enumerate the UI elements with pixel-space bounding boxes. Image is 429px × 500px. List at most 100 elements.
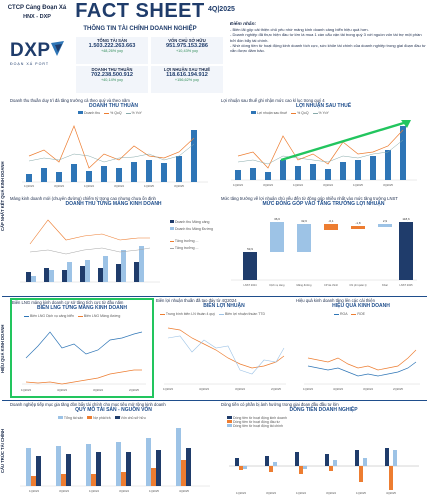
roa-roe-chart: 1Q2023 4Q2023 3Q2024 2Q2025	[303, 349, 420, 391]
chart-title: DÒNG TIỀN DOANH NGHIỆP	[289, 407, 358, 413]
legend-label: Biên LNG Mảng đường	[83, 314, 121, 318]
svg-text:3Q2023: 3Q2023	[54, 184, 64, 188]
legend-swatch	[170, 227, 174, 230]
capital-chart: 1Q2023 3Q2023 1Q2024 3Q2024 1Q2025 4Q2025	[20, 428, 210, 493]
legend-label: Dòng tiền từ hoạt động đầu tư	[232, 420, 280, 424]
svg-text:2Q2025: 2Q2025	[393, 387, 403, 391]
efficiency-card: Hiệu quả kinh doanh tăng lên các cải thi…	[296, 298, 426, 398]
legend-label: Tăng trưởng ...	[174, 239, 199, 243]
logo-text: DXP	[10, 40, 51, 61]
section-label-structure: CẤU TRÚC TÀI CHÍNH	[0, 428, 5, 474]
legend-swatch	[227, 420, 232, 423]
logo-sub: ĐOẠN XÁ PORT	[10, 62, 50, 66]
svg-text:1Q2025: 1Q2025	[149, 489, 159, 493]
page-subtitle: THÔNG TIN TÀI CHÍNH DOANH NGHIỆP	[83, 26, 197, 32]
legend-label: Lợi nhuận sau thuế	[256, 111, 288, 115]
kpi-change: +48,26% yoy	[100, 49, 124, 53]
contrib-value: 118,6	[402, 217, 410, 221]
svg-text:1Q2025: 1Q2025	[144, 184, 154, 188]
legend-swatch	[160, 313, 165, 315]
legend-swatch	[58, 416, 63, 419]
section-divider	[2, 296, 427, 297]
legend-swatch	[251, 111, 256, 114]
contrib-value: -6,1	[328, 219, 334, 223]
legend-swatch	[114, 416, 120, 419]
svg-text:3Q2023: 3Q2023	[266, 491, 276, 495]
legend-swatch	[219, 313, 225, 315]
kpi-equity: VỐN CHỦ SỞ HỮU 951.975.153.286 +10,43% y…	[151, 37, 223, 64]
highlights-title: Điểm nhấn:	[230, 22, 257, 27]
kpi-value: 951.975.153.286	[166, 43, 208, 49]
svg-text:3Q2023: 3Q2023	[59, 489, 69, 493]
svg-text:3Q2024: 3Q2024	[363, 387, 373, 391]
chart-legend: Biên LNG Dịch vụ cảng biển Biên LNG Mảng…	[24, 314, 120, 318]
legend-label: % YoY	[131, 111, 142, 115]
legend-label: Dòng tiền từ hoạt động kinh doanh	[232, 416, 287, 420]
chart-title: BIÊN LNG TỪNG MẢNG KINH DOANH	[37, 305, 127, 311]
chart-legend: Doanh thu Mảng cảng Doanh thu Mảng Đường…	[170, 220, 216, 250]
contrib-value: 53,9	[247, 247, 253, 251]
svg-text:3Q2025: 3Q2025	[383, 183, 393, 187]
svg-text:1Q2025: 1Q2025	[356, 491, 366, 495]
cashflow-card: Dòng tiền có phần bị ảnh hưởng trong gia…	[221, 402, 426, 498]
kpi-total-assets: TỔNG TÀI SẢN 1.503.222.263.663 +48,26% y…	[76, 37, 148, 64]
svg-text:3Q2025: 3Q2025	[174, 184, 184, 188]
kpi-value: 1.503.222.263.663	[88, 43, 136, 49]
contrib-label: Khác	[382, 283, 389, 287]
period: 4Q|2025	[208, 6, 235, 13]
legend-swatch	[87, 416, 93, 419]
svg-text:1Q2023: 1Q2023	[163, 387, 173, 391]
card-caption: Hiệu quả kinh doanh tăng lên các cải thi…	[296, 298, 375, 303]
legend-swatch	[77, 315, 83, 317]
page-title: FACT SHEET	[75, 0, 205, 22]
svg-text:1Q2024: 1Q2024	[89, 489, 99, 493]
chart-legend: Tổng tài sản Nợ phải trả Vốn chủ sở hữu	[58, 416, 146, 420]
svg-text:1Q2024: 1Q2024	[296, 491, 306, 495]
svg-text:4Q2023: 4Q2023	[57, 388, 67, 392]
segment-margin-chart: 1Q2023 4Q2023 3Q2024 2Q2025	[21, 331, 146, 392]
highlights-box: Điểm nhấn: - Biên lãi gộp cải thiện chủ …	[230, 22, 426, 92]
card-caption: Mảng kinh doanh mới (chuyên đường) chiếm…	[10, 196, 156, 201]
trend-arrow-head	[401, 120, 411, 128]
svg-text:1Q2023: 1Q2023	[236, 491, 246, 495]
legend-swatch	[334, 313, 339, 315]
svg-text:3Q2024: 3Q2024	[326, 491, 336, 495]
section-divider	[2, 400, 427, 401]
kpi-value: 118.616.194.912	[166, 72, 208, 78]
section-label-efficiency: HIỆU QUẢ KINH DOANH	[0, 324, 5, 374]
svg-text:3Q2024: 3Q2024	[323, 183, 333, 187]
revenue-chart: 1Q2023 3Q2023 1Q2024 3Q2024 1Q2025 3Q2025	[22, 125, 208, 188]
contribution-card: Mức tăng trưởng về lợi nhuận chủ yếu đến…	[221, 196, 426, 294]
chart-title: HIỆU QUẢ KINH DOANH	[332, 303, 390, 309]
contrib-label: LNST 2024	[243, 283, 257, 287]
kpi-revenue: DOANH THU THUẦN 702.238.500.912 +40,14% …	[76, 66, 148, 93]
chart-title: DOANH THU THUẦN	[89, 103, 138, 109]
chart-title: QUY MÔ TÀI SẢN - NGUỒN VỐN	[75, 407, 152, 413]
legend-label: Nợ phải trả	[93, 416, 111, 420]
legend-label: ROE	[357, 312, 365, 316]
svg-text:2Q2025: 2Q2025	[129, 388, 139, 392]
svg-text:1Q2023: 1Q2023	[303, 387, 313, 391]
card-caption: Biên lợi nhuận thuần đã tạo đáy từ 4Q202…	[156, 298, 237, 303]
cashflow-chart: 1Q2023 3Q2023 1Q2024 3Q2024 1Q2025 4Q2025	[229, 448, 419, 495]
card-caption: Doanh nghiệp tiếp mục gia tăng đòn bẩy t…	[10, 402, 166, 407]
contrib-value: -1,8	[355, 221, 361, 225]
chart-legend: ROA ROE	[334, 312, 365, 316]
svg-text:1Q2024: 1Q2024	[293, 183, 303, 187]
legend-label: Vốn chủ sở hữu	[120, 416, 146, 420]
svg-text:1Q2024: 1Q2024	[84, 184, 94, 188]
legend-label: Biên lợi nhuận thuần TTD	[225, 312, 265, 316]
contrib-label: CP tài chính	[324, 283, 339, 287]
legend-swatch	[170, 220, 174, 223]
capital-card: Doanh nghiệp tiếp mục gia tăng đòn bẩy t…	[10, 402, 217, 498]
legend-label: Doanh thu	[83, 111, 101, 115]
card-caption: Dòng tiền có phần bị ảnh hưởng trong gia…	[221, 402, 339, 407]
kpi-label: VỐN CHỦ SỞ HỮU	[168, 38, 206, 43]
legend-label: Tăng trưởng ...	[174, 246, 199, 250]
highlight-item: - Doanh nghiệp đã thực hiện đầu tư lớn l…	[230, 32, 422, 43]
section-label-growth: CẤP NHẤT KẾT QUẢ KINH DOANH	[0, 161, 5, 231]
chart-legend: Lợi nhuận sau thuế % QoQ % YoY	[251, 111, 329, 115]
company-name: CTCP Cảng Đoạn Xá	[7, 5, 67, 11]
contrib-value: 2,9	[383, 219, 388, 223]
revenue-card: Doanh thu thuần duy trì đà tăng trưởng c…	[10, 98, 217, 194]
